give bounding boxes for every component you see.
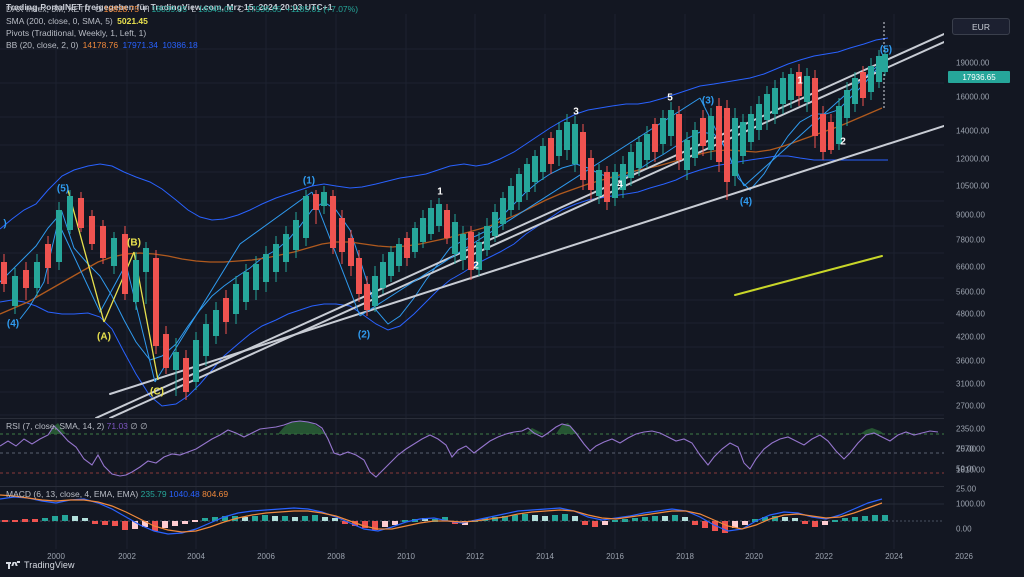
price-tick-2: 16000.00 [956,92,990,102]
time-tick-2014: 2014 [536,552,554,561]
macd-canvas [0,487,944,549]
time-tick-2010: 2010 [397,552,415,561]
price-tick-6: 9000.00 [956,210,985,220]
time-tick-2000: 2000 [47,552,65,561]
main-price-pane[interactable]: ) (4) (5) (A) (B) (C) (1) (2) 1 2 3 4 5 (3) (4) 1 2 (5) [0,14,944,418]
time-tick-2026: 2026 [955,552,973,561]
price-tick-9: 5600.00 [956,287,985,297]
price-tick-4: 12000.00 [956,154,990,164]
chart-frame: ) (4) (5) (A) (B) (C) (1) (2) 1 2 3 4 5 (3) (4) 1 2 (5) R… [0,14,1024,567]
channel-upper-line-b [109,41,944,418]
price-tick-3: 14000.00 [956,126,990,136]
bb-upper-band [0,37,889,230]
time-tick-2020: 2020 [745,552,763,561]
time-tick-2016: 2016 [606,552,624,561]
price-tick-11: 4200.00 [956,332,985,342]
channel-lower-line [109,125,944,395]
price-tick-17: 1810.00 [956,465,985,475]
price-tick-12: 3600.00 [956,356,985,366]
time-tick-2004: 2004 [187,552,205,561]
time-tick-2022: 2022 [815,552,833,561]
price-tick-10: 4800.00 [956,309,985,319]
rsi-line [0,420,939,478]
attribution-bar: Trading-PortalNET freigegeben für Tradin… [0,0,1024,14]
rsi-tick-2: 25.00 [956,484,977,494]
price-tick-14: 2700.00 [956,401,985,411]
tradingview-branding: TradingView [6,560,75,570]
price-tick-15: 2350.00 [956,424,985,434]
trendline-yellowgreen [734,255,883,296]
price-tick-13: 3100.00 [956,379,985,389]
price-axis[interactable]: EUR 19000.00 17936.65 16000.00 14000.00 1200… [944,14,1024,549]
macd-signal-line [0,494,883,533]
current-price-badge[interactable]: 17936.65 [948,71,1010,83]
macd-tick-0: 1000.00 [956,499,985,509]
candlestick-series [1,48,888,400]
rsi-pane[interactable]: RSI (7, close, SMA, 14, 2) 71.03 ∅ ∅ [0,419,944,486]
macd-tick-1: 0.00 [956,524,972,534]
time-tick-2002: 2002 [118,552,136,561]
price-tick-5: 10500.00 [956,181,990,191]
main-pane-canvas [0,14,944,418]
price-tick-7: 7800.00 [956,235,985,245]
currency-badge[interactable]: EUR [952,18,1010,35]
bb-basis-line [0,57,889,361]
price-tick-8: 6600.00 [956,262,985,272]
time-tick-2008: 2008 [327,552,345,561]
attribution-text: Trading-PortalNET freigegeben für Tradin… [6,2,333,12]
horizontal-gridlines [0,48,944,416]
macd-pane[interactable]: MACD (6, 13, close, 4, EMA, EMA) 235.79 … [0,487,944,549]
macd-histogram [2,514,888,533]
pivot-channel-lines [95,33,944,418]
bb-lower-band [0,155,888,407]
tradingview-brand-name: TradingView [24,560,75,570]
macd-line [0,496,883,535]
price-tick-16: 2070.00 [956,444,985,454]
tradingview-logo-icon [6,560,20,570]
price-tick-0: 19000.00 [956,58,990,68]
pane-separator-2 [0,486,1024,487]
time-tick-2006: 2006 [257,552,275,561]
time-tick-2018: 2018 [676,552,694,561]
time-axis[interactable]: 2000 2002 2004 2006 2008 2010 2012 2014 2016 2018… [0,549,1024,567]
pane-separator-1 [0,418,1024,419]
rsi-canvas [0,419,944,486]
time-tick-2012: 2012 [466,552,484,561]
rsi-tick-0: 75.00 [956,444,977,454]
time-tick-2024: 2024 [885,552,903,561]
rsi-tick-1: 50.00 [956,464,977,474]
